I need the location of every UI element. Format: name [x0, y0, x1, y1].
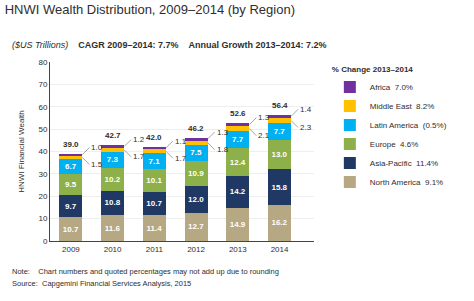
svg-text:2009: 2009	[62, 245, 80, 254]
svg-text:14.2: 14.2	[230, 187, 246, 196]
svg-text:1.3: 1.3	[217, 128, 229, 137]
svg-text:2012: 2012	[187, 245, 205, 254]
svg-text:1.8: 1.8	[217, 145, 229, 154]
svg-text:9.5: 9.5	[65, 180, 77, 189]
svg-text:80: 80	[38, 58, 47, 67]
svg-text:9.7: 9.7	[65, 202, 77, 211]
svg-text:Source: Capgemini Financial S: Source: Capgemini Financial Services Ana…	[12, 279, 191, 288]
svg-text:HNWI Financial Wealth: HNWI Financial Wealth	[17, 110, 26, 193]
svg-text:7.7: 7.7	[274, 127, 286, 136]
svg-text:7.5: 7.5	[190, 148, 202, 157]
svg-text:12.7: 12.7	[188, 222, 204, 231]
svg-text:12.4: 12.4	[230, 158, 246, 167]
svg-text:11.4: 11.4	[146, 224, 162, 233]
svg-text:% Change 2013–2014: % Change 2013–2014	[332, 65, 413, 74]
svg-text:10.1: 10.1	[146, 176, 162, 185]
svg-text:2014: 2014	[271, 245, 289, 254]
svg-text:10.8: 10.8	[105, 198, 121, 207]
svg-text:Latin America (0.5%): Latin America (0.5%)	[370, 121, 447, 130]
svg-text:0: 0	[43, 237, 48, 246]
svg-text:60: 60	[38, 103, 47, 112]
svg-text:42.0: 42.0	[146, 133, 162, 142]
svg-text:40: 40	[38, 147, 47, 156]
svg-text:10: 10	[38, 214, 47, 223]
svg-text:7.1: 7.1	[148, 157, 160, 166]
svg-text:($US Trillions) CAGR 2009–2: ($US Trillions) CAGR 2009–2014: 7.7% Ann…	[12, 40, 327, 50]
svg-text:13.0: 13.0	[271, 150, 287, 159]
svg-text:Note: Chart numbers and quo: Note: Chart numbers and quoted percentag…	[12, 267, 279, 276]
svg-text:46.2: 46.2	[188, 124, 204, 133]
svg-text:1.3: 1.3	[258, 113, 270, 122]
svg-text:Europe 4.6%: Europe 4.6%	[370, 140, 418, 149]
svg-text:15.8: 15.8	[271, 183, 287, 192]
svg-text:10.9: 10.9	[188, 169, 204, 178]
svg-text:16.2: 16.2	[271, 218, 287, 227]
svg-text:1.1: 1.1	[175, 137, 187, 146]
svg-text:North America 9.1%: North America 9.1%	[370, 178, 443, 187]
svg-text:12.0: 12.0	[188, 195, 204, 204]
svg-text:52.6: 52.6	[230, 109, 246, 118]
svg-text:Africa 7.0%: Africa 7.0%	[370, 83, 413, 92]
svg-text:11.6: 11.6	[105, 224, 121, 233]
svg-text:1.7: 1.7	[133, 152, 145, 161]
svg-text:Middle East 8.2%: Middle East 8.2%	[370, 102, 434, 111]
svg-text:20: 20	[38, 192, 47, 201]
svg-text:2010: 2010	[104, 245, 122, 254]
svg-text:1.4: 1.4	[300, 105, 312, 114]
svg-text:1.0: 1.0	[91, 143, 103, 152]
svg-text:7.3: 7.3	[107, 155, 119, 164]
svg-text:42.7: 42.7	[105, 131, 121, 140]
svg-text:2.3: 2.3	[300, 123, 312, 132]
svg-text:10.2: 10.2	[105, 175, 121, 184]
svg-text:30: 30	[38, 170, 47, 179]
svg-text:HNWI Wealth Distribution, 2009: HNWI Wealth Distribution, 2009–2014 (by …	[5, 2, 295, 17]
svg-text:1.2: 1.2	[133, 135, 145, 144]
svg-text:2011: 2011	[146, 245, 164, 254]
svg-text:10.7: 10.7	[146, 199, 162, 208]
svg-text:1.7: 1.7	[175, 154, 187, 163]
svg-text:10.7: 10.7	[63, 225, 79, 234]
svg-text:14.9: 14.9	[230, 220, 246, 229]
svg-text:Asia-Pacific 11.4%: Asia-Pacific 11.4%	[370, 159, 438, 168]
svg-text:7.7: 7.7	[232, 135, 244, 144]
svg-text:2.1: 2.1	[258, 131, 270, 140]
svg-text:6.7: 6.7	[65, 162, 77, 171]
svg-text:39.0: 39.0	[63, 140, 79, 149]
svg-text:2013: 2013	[229, 245, 247, 254]
svg-text:70: 70	[38, 80, 47, 89]
svg-text:56.4: 56.4	[272, 101, 288, 110]
svg-text:1.5: 1.5	[91, 160, 103, 169]
svg-text:50: 50	[38, 125, 47, 134]
